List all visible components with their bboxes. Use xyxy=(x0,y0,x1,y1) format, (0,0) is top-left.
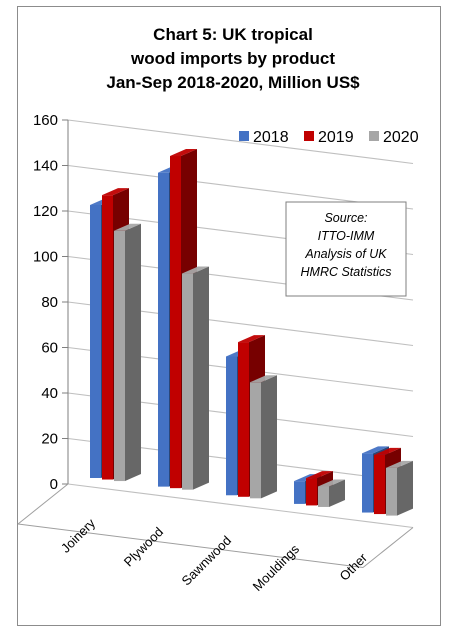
chart-title-line-3: Jan-Sep 2018-2020, Million US$ xyxy=(106,73,360,92)
bar-mouldings-2020 xyxy=(318,479,345,507)
source-line-2: ITTO-IMM xyxy=(318,229,375,243)
y-tick-label-160: 160 xyxy=(33,112,58,129)
bar-plywood-2020 xyxy=(182,266,209,490)
bar-front-plywood-2020 xyxy=(182,273,193,490)
bar-front-other-2018 xyxy=(362,453,373,513)
y-axis-tick-labels: 0 20 40 60 80 100 120 140 160 xyxy=(33,112,58,493)
floor-right-edge xyxy=(362,527,414,568)
bar-top-sawnwood-2020 xyxy=(250,375,277,383)
legend-swatch-2019 xyxy=(304,131,314,141)
bars xyxy=(90,149,413,516)
source-annotation: Source: ITTO-IMM Analysis of UK HMRC Sta… xyxy=(285,201,407,297)
floor-front-edge xyxy=(17,523,364,568)
bar-top-mouldings-2019 xyxy=(306,471,333,479)
x-category-label-joinery: Joinery xyxy=(58,515,99,556)
legend-label-2018: 2018 xyxy=(253,129,289,146)
bar-top-joinery-2019 xyxy=(102,188,129,196)
gridline-160 xyxy=(67,119,414,164)
source-annotation-box xyxy=(285,201,407,297)
bar-front-joinery-2018 xyxy=(90,205,101,478)
bar-front-sawnwood-2019 xyxy=(238,342,249,497)
legend-label-2020: 2020 xyxy=(383,129,419,146)
y-tick-label-60: 60 xyxy=(41,340,58,357)
bar-top-other-2020 xyxy=(386,460,413,468)
bar-sawnwood-2020 xyxy=(250,375,277,499)
bar-front-sawnwood-2018 xyxy=(226,356,237,496)
chart-frame xyxy=(17,6,441,626)
bar-side-other-2020 xyxy=(397,460,413,516)
bar-front-plywood-2018 xyxy=(158,172,169,487)
x-category-label-plywood: Plywood xyxy=(121,524,166,569)
bar-top-joinery-2020 xyxy=(114,223,141,231)
source-line-4: HMRC Statistics xyxy=(301,265,392,279)
bar-joinery-2020 xyxy=(114,223,141,482)
x-category-label-sawnwood: Sawnwood xyxy=(179,533,235,589)
bar-front-other-2020 xyxy=(386,467,397,516)
bar-front-mouldings-2020 xyxy=(318,486,329,507)
x-category-label-mouldings: Mouldings xyxy=(250,541,303,594)
bar-top-plywood-2019 xyxy=(170,149,197,157)
source-line-1: Source: xyxy=(324,211,367,225)
bar-front-mouldings-2019 xyxy=(306,478,317,506)
chart-title-line-2: wood imports by product xyxy=(130,49,335,68)
axes xyxy=(17,119,414,568)
bar-front-other-2019 xyxy=(374,454,385,515)
bar-front-plywood-2019 xyxy=(170,156,181,489)
bar-side-plywood-2020 xyxy=(193,266,209,490)
x-category-label-other: Other xyxy=(337,550,371,584)
y-tick-label-140: 140 xyxy=(33,158,58,175)
bar-top-plywood-2020 xyxy=(182,266,209,274)
bar-other-2020 xyxy=(386,460,413,516)
bar-front-mouldings-2018 xyxy=(294,481,305,504)
bar-front-joinery-2020 xyxy=(114,230,125,482)
y-tick-label-20: 20 xyxy=(41,431,58,448)
legend: 2018 2019 2020 xyxy=(239,129,419,146)
bar-top-other-2018 xyxy=(362,446,389,454)
legend-swatch-2018 xyxy=(239,131,249,141)
legend-swatch-2020 xyxy=(369,131,379,141)
bar-side-joinery-2020 xyxy=(125,223,141,482)
bar-front-joinery-2019 xyxy=(102,195,113,480)
legend-label-2019: 2019 xyxy=(318,129,354,146)
bar-side-sawnwood-2020 xyxy=(261,375,277,499)
bar-top-other-2019 xyxy=(374,447,401,455)
floor-left-edge xyxy=(17,483,69,525)
x-axis-category-labels: Joinery Plywood Sawnwood Mouldings Other xyxy=(58,515,371,594)
bar-top-mouldings-2020 xyxy=(318,479,345,487)
y-tick-label-40: 40 xyxy=(41,385,58,402)
bar-front-sawnwood-2020 xyxy=(250,382,261,499)
y-tick-label-0: 0 xyxy=(50,476,58,493)
bar-side-mouldings-2020 xyxy=(329,479,345,507)
y-tick-label-100: 100 xyxy=(33,249,58,266)
y-tick-label-120: 120 xyxy=(33,203,58,220)
chart-title-line-1: Chart 5: UK tropical xyxy=(153,25,313,44)
gridline-0 xyxy=(67,483,414,528)
bar-top-sawnwood-2019 xyxy=(238,335,265,343)
y-tick-label-80: 80 xyxy=(41,294,58,311)
source-line-3: Analysis of UK xyxy=(304,247,387,261)
